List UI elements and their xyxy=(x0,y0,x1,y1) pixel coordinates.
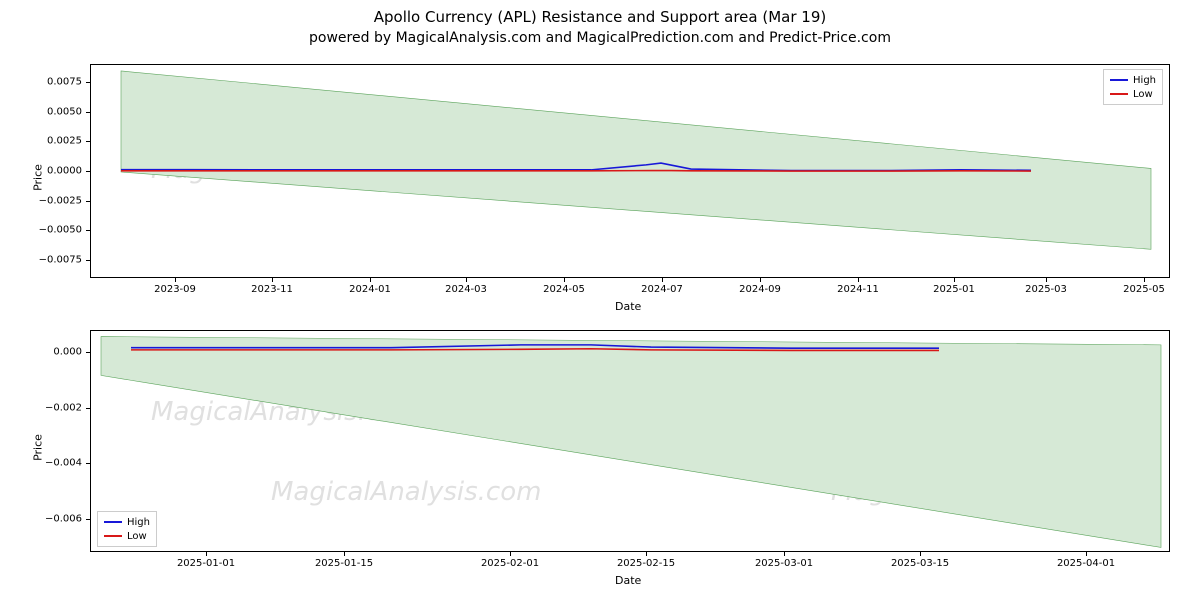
ytick-label: 0.0025 xyxy=(0,136,82,147)
series-low xyxy=(131,349,939,351)
ytick xyxy=(86,82,90,83)
xtick xyxy=(564,278,565,282)
legend-label: High xyxy=(1133,75,1156,86)
ytick xyxy=(86,141,90,142)
chart-title: Apollo Currency (APL) Resistance and Sup… xyxy=(0,0,1200,26)
xtick xyxy=(858,278,859,282)
xtick-label: 2023-11 xyxy=(251,284,293,295)
x-axis-label: Date xyxy=(615,574,641,587)
xtick xyxy=(954,278,955,282)
legend: High Low xyxy=(1103,69,1163,105)
xtick-label: 2025-03-15 xyxy=(891,558,949,569)
legend-label: High xyxy=(127,517,150,528)
ytick-label: 0.000 xyxy=(0,347,82,358)
xtick xyxy=(1046,278,1047,282)
xtick-label: 2024-09 xyxy=(739,284,781,295)
xtick-label: 2025-03-01 xyxy=(755,558,813,569)
ytick xyxy=(86,171,90,172)
ytick xyxy=(86,408,90,409)
xtick xyxy=(175,278,176,282)
xtick xyxy=(1144,278,1145,282)
series-high xyxy=(131,345,939,348)
legend-item: High xyxy=(1110,73,1156,87)
xtick-label: 2025-02-15 xyxy=(617,558,675,569)
xtick-label: 2024-07 xyxy=(641,284,683,295)
y-axis-label: Price xyxy=(32,164,45,191)
subplot-top: MagicalAnalysis.comMagicalPrediction.com… xyxy=(90,64,1170,278)
xtick xyxy=(784,552,785,556)
subplot-bottom: MagicalAnalysis.comMagicalPrediction.com… xyxy=(90,330,1170,552)
xtick-label: 2025-01-15 xyxy=(315,558,373,569)
xtick-label: 2024-01 xyxy=(349,284,391,295)
plot-area-top: MagicalAnalysis.comMagicalPrediction.com… xyxy=(91,65,1169,277)
xtick xyxy=(370,278,371,282)
chart-subtitle: powered by MagicalAnalysis.com and Magic… xyxy=(0,26,1200,50)
xtick-label: 2025-05 xyxy=(1123,284,1165,295)
xtick xyxy=(646,552,647,556)
xtick-label: 2024-11 xyxy=(837,284,879,295)
legend-label: Low xyxy=(1133,89,1153,100)
xtick xyxy=(920,552,921,556)
xtick xyxy=(206,552,207,556)
legend: High Low xyxy=(97,511,157,547)
ytick xyxy=(86,260,90,261)
xtick xyxy=(272,278,273,282)
ytick xyxy=(86,519,90,520)
xtick-label: 2023-09 xyxy=(154,284,196,295)
xtick-label: 2025-03 xyxy=(1025,284,1067,295)
ytick-label: −0.0025 xyxy=(0,195,82,206)
legend-item: High xyxy=(104,515,150,529)
chart-container: Apollo Currency (APL) Resistance and Sup… xyxy=(0,0,1200,600)
legend-swatch xyxy=(104,535,122,537)
ytick-label: 0.0050 xyxy=(0,106,82,117)
legend-item: Low xyxy=(1110,87,1156,101)
y-axis-label: Price xyxy=(32,434,45,461)
xtick-label: 2025-02-01 xyxy=(481,558,539,569)
xtick xyxy=(466,278,467,282)
ytick-label: −0.006 xyxy=(0,513,82,524)
xtick xyxy=(1086,552,1087,556)
series-high xyxy=(121,163,1031,170)
xtick xyxy=(662,278,663,282)
ytick xyxy=(86,230,90,231)
ytick xyxy=(86,201,90,202)
ytick-label: −0.0050 xyxy=(0,225,82,236)
xtick-label: 2025-01 xyxy=(933,284,975,295)
x-axis-label: Date xyxy=(615,300,641,313)
ytick xyxy=(86,112,90,113)
legend-label: Low xyxy=(127,531,147,542)
xtick xyxy=(510,552,511,556)
ytick-label: 0.0075 xyxy=(0,76,82,87)
ytick xyxy=(86,352,90,353)
legend-swatch xyxy=(1110,79,1128,81)
legend-item: Low xyxy=(104,529,150,543)
xtick xyxy=(344,552,345,556)
xtick-label: 2025-01-01 xyxy=(177,558,235,569)
ytick-label: −0.0075 xyxy=(0,255,82,266)
legend-swatch xyxy=(104,521,122,523)
xtick-label: 2024-03 xyxy=(445,284,487,295)
xtick-label: 2024-05 xyxy=(543,284,585,295)
legend-swatch xyxy=(1110,93,1128,95)
xtick xyxy=(760,278,761,282)
ytick xyxy=(86,463,90,464)
xtick-label: 2025-04-01 xyxy=(1057,558,1115,569)
plot-area-bottom: MagicalAnalysis.comMagicalPrediction.com… xyxy=(91,331,1169,551)
ytick-label: −0.002 xyxy=(0,402,82,413)
